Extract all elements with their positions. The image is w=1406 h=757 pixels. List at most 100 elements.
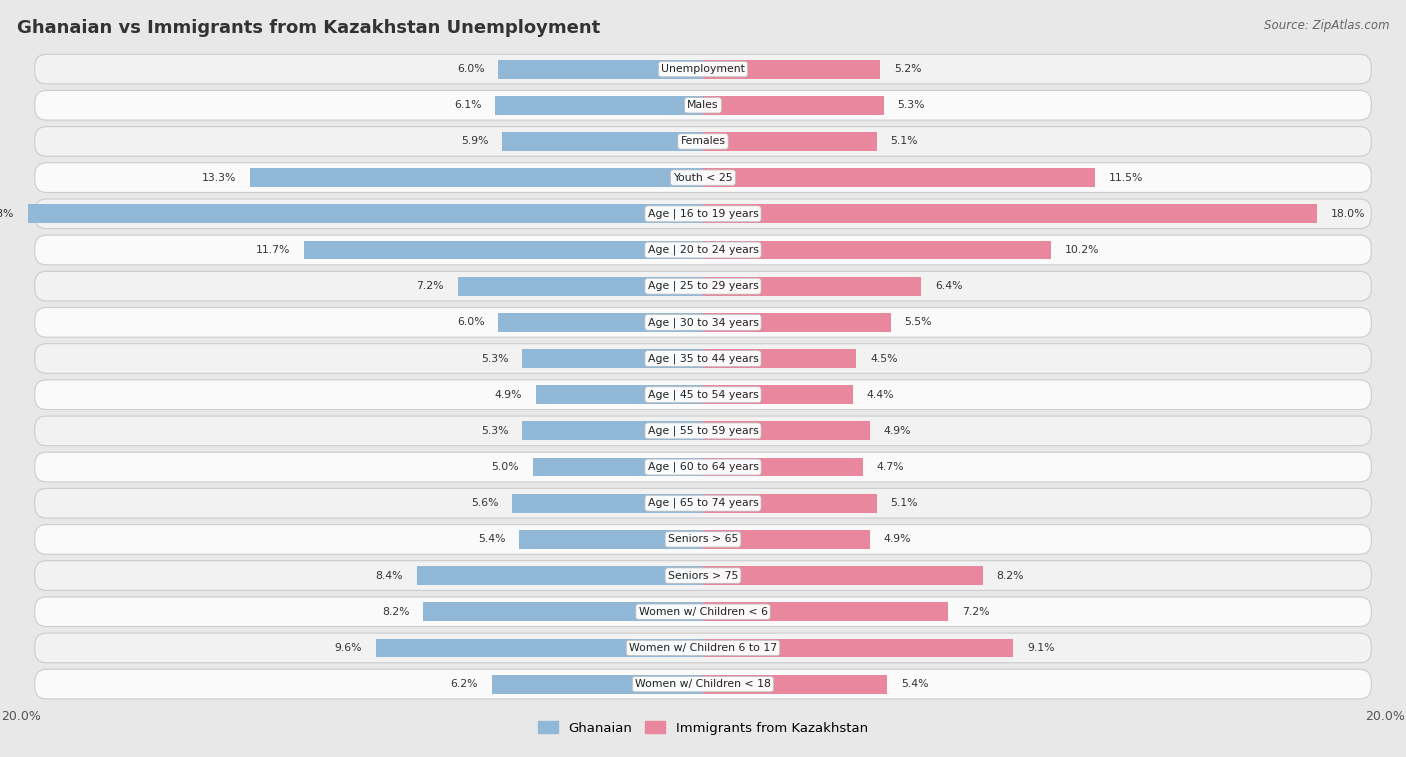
- Bar: [703, 60, 880, 79]
- Text: Age | 16 to 19 years: Age | 16 to 19 years: [648, 209, 758, 219]
- Text: 5.1%: 5.1%: [890, 136, 918, 146]
- Text: 7.2%: 7.2%: [962, 607, 990, 617]
- FancyBboxPatch shape: [35, 633, 1371, 663]
- Bar: [536, 385, 703, 404]
- Bar: [522, 349, 703, 368]
- FancyBboxPatch shape: [35, 126, 1371, 156]
- Text: 4.9%: 4.9%: [495, 390, 522, 400]
- Text: 4.7%: 4.7%: [877, 462, 904, 472]
- Text: Women w/ Children < 6: Women w/ Children < 6: [638, 607, 768, 617]
- FancyBboxPatch shape: [35, 669, 1371, 699]
- Text: Women w/ Children < 18: Women w/ Children < 18: [636, 679, 770, 689]
- Text: Source: ZipAtlas.com: Source: ZipAtlas.com: [1264, 19, 1389, 32]
- Text: 10.2%: 10.2%: [1064, 245, 1099, 255]
- Bar: [495, 96, 703, 114]
- Bar: [499, 60, 703, 79]
- Text: Women w/ Children 6 to 17: Women w/ Children 6 to 17: [628, 643, 778, 653]
- Bar: [499, 313, 703, 332]
- Bar: [522, 422, 703, 441]
- FancyBboxPatch shape: [35, 380, 1371, 410]
- Text: 6.2%: 6.2%: [450, 679, 478, 689]
- Bar: [703, 494, 877, 512]
- Bar: [249, 168, 703, 187]
- Bar: [492, 674, 703, 693]
- Text: 11.7%: 11.7%: [256, 245, 291, 255]
- Text: Seniors > 75: Seniors > 75: [668, 571, 738, 581]
- Legend: Ghanaian, Immigrants from Kazakhstan: Ghanaian, Immigrants from Kazakhstan: [533, 716, 873, 740]
- Text: 5.3%: 5.3%: [897, 100, 925, 111]
- Text: 5.1%: 5.1%: [890, 498, 918, 508]
- FancyBboxPatch shape: [35, 90, 1371, 120]
- Text: 6.0%: 6.0%: [457, 64, 485, 74]
- Text: 5.3%: 5.3%: [481, 354, 509, 363]
- FancyBboxPatch shape: [35, 344, 1371, 373]
- Bar: [703, 349, 856, 368]
- Bar: [533, 458, 703, 476]
- FancyBboxPatch shape: [35, 235, 1371, 265]
- Bar: [502, 132, 703, 151]
- Text: 5.6%: 5.6%: [471, 498, 499, 508]
- FancyBboxPatch shape: [35, 452, 1371, 482]
- Text: Unemployment: Unemployment: [661, 64, 745, 74]
- Text: Age | 30 to 34 years: Age | 30 to 34 years: [648, 317, 758, 328]
- Bar: [703, 132, 877, 151]
- FancyBboxPatch shape: [35, 307, 1371, 337]
- Bar: [375, 638, 703, 657]
- Text: 8.2%: 8.2%: [997, 571, 1024, 581]
- Text: Age | 45 to 54 years: Age | 45 to 54 years: [648, 389, 758, 400]
- FancyBboxPatch shape: [35, 525, 1371, 554]
- Bar: [703, 674, 887, 693]
- Bar: [512, 494, 703, 512]
- Bar: [703, 168, 1095, 187]
- Text: 4.5%: 4.5%: [870, 354, 897, 363]
- Text: 4.4%: 4.4%: [866, 390, 894, 400]
- Text: 11.5%: 11.5%: [1109, 173, 1143, 182]
- Bar: [416, 566, 703, 585]
- Text: 5.5%: 5.5%: [904, 317, 932, 327]
- Bar: [304, 241, 703, 260]
- Text: Age | 25 to 29 years: Age | 25 to 29 years: [648, 281, 758, 291]
- Text: 4.9%: 4.9%: [884, 426, 911, 436]
- Bar: [28, 204, 703, 223]
- Bar: [703, 385, 853, 404]
- Bar: [703, 603, 949, 621]
- Text: 6.0%: 6.0%: [457, 317, 485, 327]
- Bar: [703, 638, 1014, 657]
- Text: Males: Males: [688, 100, 718, 111]
- Text: 9.1%: 9.1%: [1026, 643, 1054, 653]
- FancyBboxPatch shape: [35, 416, 1371, 446]
- Text: Ghanaian vs Immigrants from Kazakhstan Unemployment: Ghanaian vs Immigrants from Kazakhstan U…: [17, 19, 600, 37]
- Text: 8.2%: 8.2%: [382, 607, 409, 617]
- Text: 7.2%: 7.2%: [416, 281, 444, 291]
- Bar: [703, 566, 983, 585]
- Bar: [703, 422, 870, 441]
- Text: 8.4%: 8.4%: [375, 571, 404, 581]
- Text: Age | 55 to 59 years: Age | 55 to 59 years: [648, 425, 758, 436]
- Text: Youth < 25: Youth < 25: [673, 173, 733, 182]
- Text: 19.8%: 19.8%: [0, 209, 14, 219]
- FancyBboxPatch shape: [35, 163, 1371, 192]
- Bar: [703, 204, 1317, 223]
- Text: 5.9%: 5.9%: [461, 136, 488, 146]
- Bar: [703, 458, 863, 476]
- Text: Age | 65 to 74 years: Age | 65 to 74 years: [648, 498, 758, 509]
- Text: 6.4%: 6.4%: [935, 281, 962, 291]
- Text: 5.0%: 5.0%: [491, 462, 519, 472]
- Bar: [703, 96, 884, 114]
- Text: Age | 35 to 44 years: Age | 35 to 44 years: [648, 354, 758, 364]
- Bar: [423, 603, 703, 621]
- FancyBboxPatch shape: [35, 271, 1371, 301]
- FancyBboxPatch shape: [35, 561, 1371, 590]
- Text: Seniors > 65: Seniors > 65: [668, 534, 738, 544]
- Bar: [703, 277, 921, 295]
- FancyBboxPatch shape: [35, 488, 1371, 518]
- FancyBboxPatch shape: [35, 55, 1371, 84]
- Text: 5.3%: 5.3%: [481, 426, 509, 436]
- FancyBboxPatch shape: [35, 199, 1371, 229]
- Text: 13.3%: 13.3%: [201, 173, 236, 182]
- Text: 5.2%: 5.2%: [894, 64, 921, 74]
- Text: Age | 60 to 64 years: Age | 60 to 64 years: [648, 462, 758, 472]
- Text: 5.4%: 5.4%: [478, 534, 505, 544]
- FancyBboxPatch shape: [35, 597, 1371, 627]
- Text: Females: Females: [681, 136, 725, 146]
